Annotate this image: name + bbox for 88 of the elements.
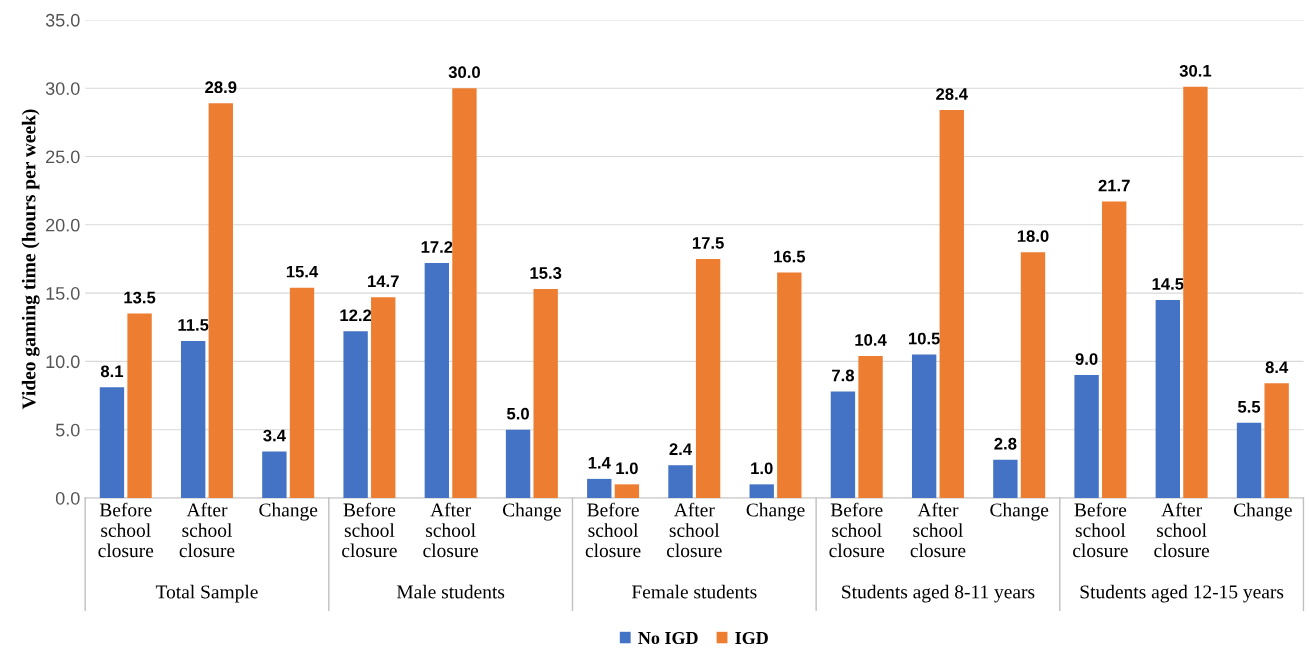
bar	[208, 103, 233, 498]
bar	[1183, 86, 1208, 498]
text: Students aged 8-11 years	[842, 584, 1035, 603]
bar	[1236, 422, 1262, 498]
bar	[505, 429, 531, 498]
data-label: 21.7	[1098, 179, 1130, 192]
x-tick-label: Before school closure	[829, 502, 885, 558]
data-label: 30.1	[1179, 64, 1212, 77]
text: Students aged 12-15 years	[1080, 584, 1284, 603]
bar	[587, 478, 612, 498]
y-tick-label: 0.0	[55, 491, 80, 505]
data-label: 1.0	[751, 462, 773, 475]
bar	[289, 287, 315, 498]
bar	[1074, 375, 1099, 498]
x-tick-label: Change	[990, 502, 1049, 521]
data-label: 18.0	[1017, 230, 1049, 243]
x-tick-label: Change	[259, 502, 318, 521]
bar	[911, 354, 937, 498]
bar	[343, 331, 368, 498]
y-tick-label: 30.0	[45, 82, 80, 95]
bar	[424, 263, 450, 498]
x-tick-label: Before school closure	[1073, 502, 1128, 558]
data-label: 2.8	[994, 437, 1017, 450]
y-tick-label: 35.0	[45, 13, 80, 27]
text: Total Sample	[155, 584, 258, 603]
bar	[127, 313, 152, 498]
bar	[533, 289, 558, 498]
x-tick-label: After school closure	[423, 502, 479, 558]
data-label: 15.4	[286, 265, 319, 278]
bar	[695, 258, 721, 498]
bar	[1264, 383, 1289, 498]
y-tick-label: 5.0	[55, 423, 80, 437]
bar	[371, 297, 396, 498]
y-tick-label: 25.0	[46, 150, 80, 164]
data-label: 9.0	[1075, 353, 1098, 365]
bar	[452, 88, 477, 498]
bar	[939, 110, 964, 498]
bar	[180, 340, 206, 498]
bar	[1155, 299, 1180, 498]
x-tick-label: Change	[502, 502, 561, 521]
data-label: 14.7	[368, 275, 399, 287]
bar	[749, 484, 774, 498]
x-tick-label: Before school closure	[342, 502, 397, 558]
bar	[830, 391, 856, 498]
x-tick-label: After school closure	[910, 502, 966, 558]
legend-label: No IGD	[638, 631, 698, 645]
text: Male students	[396, 584, 505, 599]
data-label: 3.4	[263, 429, 286, 442]
bar	[614, 484, 640, 498]
bar	[993, 459, 1018, 498]
data-label: 10.4	[855, 334, 887, 346]
bar	[99, 387, 125, 498]
bar	[1020, 252, 1046, 498]
data-label: 13.5	[124, 291, 156, 304]
bar	[777, 272, 802, 498]
x-tick-label: Change	[1233, 502, 1292, 521]
bar	[1102, 201, 1127, 498]
y-tick-label: 10.0	[46, 355, 80, 369]
data-label: 15.3	[530, 267, 562, 279]
y-axis-title: Video gaming time (hours per week)	[21, 109, 40, 410]
data-label: 1.0	[616, 462, 638, 475]
data-label: 28.9	[205, 81, 237, 94]
bar	[858, 355, 883, 498]
data-label: 8.1	[100, 365, 124, 378]
legend-label: IGD	[735, 631, 768, 645]
data-label: 2.4	[669, 443, 692, 455]
data-label: 5.5	[1237, 401, 1261, 413]
data-label: 28.4	[936, 88, 968, 100]
data-label: 5.0	[506, 407, 529, 420]
data-label: 7.8	[832, 369, 855, 382]
data-label: 16.5	[774, 250, 806, 263]
x-tick-label: After school closure	[1154, 502, 1210, 558]
bar	[262, 451, 287, 498]
x-tick-label: After school closure	[666, 502, 722, 558]
data-label: 8.4	[1265, 361, 1289, 374]
data-label: 1.4	[588, 457, 611, 469]
x-tick-label: Before school closure	[98, 502, 154, 558]
x-tick-label: Before school closure	[585, 502, 641, 558]
data-label: 30.0	[448, 66, 480, 79]
data-label: 17.5	[692, 237, 724, 249]
x-tick-label: After school closure	[179, 502, 235, 558]
y-tick-label: 15.0	[46, 287, 80, 300]
y-tick-label: 20.0	[46, 218, 80, 232]
data-label: 10.5	[908, 332, 940, 345]
bar	[668, 465, 693, 498]
data-label: 11.5	[178, 319, 209, 331]
text: Female students	[631, 584, 757, 599]
x-tick-label: Change	[746, 502, 805, 521]
